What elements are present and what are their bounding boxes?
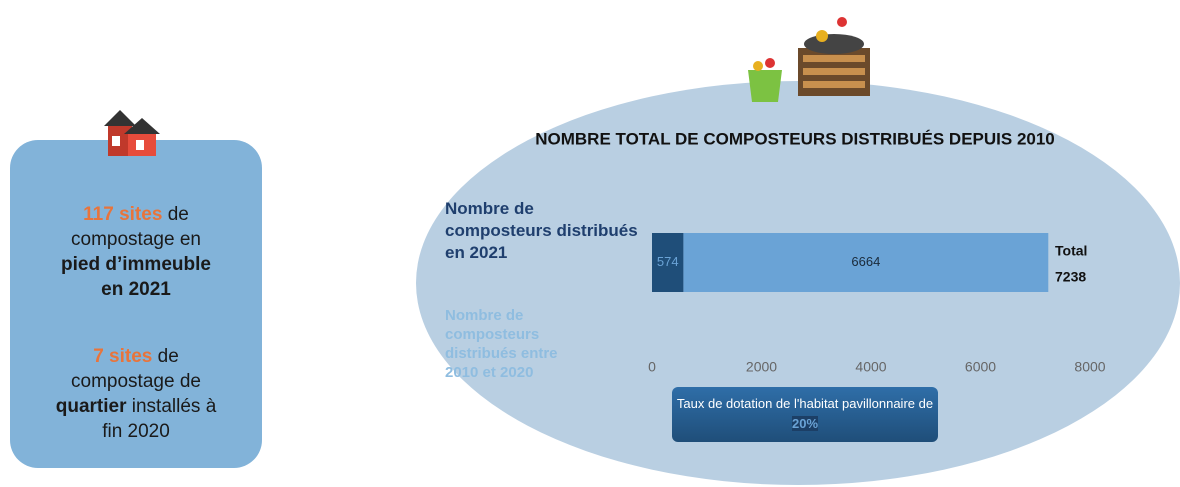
note-highlight: 20% <box>791 416 819 431</box>
legend-entry: Nombre de composteurs distribués en 2021 <box>445 199 638 262</box>
x-tick-label: 4000 <box>855 359 886 375</box>
x-tick-label: 6000 <box>965 359 996 375</box>
bold: pied d’immeuble en 2021 <box>61 254 211 300</box>
text: installés à fin 2020 <box>102 396 217 442</box>
x-tick-label: 8000 <box>1074 359 1105 375</box>
text: de compostage en <box>71 204 201 250</box>
note: Taux de dotation de l'habitat pavillonna… <box>672 387 938 442</box>
value-label: 574 <box>657 254 679 269</box>
x-tick-label: 2000 <box>746 359 777 375</box>
info-text-2: 7 sites de compostage de quartier instal… <box>50 344 222 444</box>
highlight: 7 sites <box>93 346 153 367</box>
compost-icon <box>748 17 870 102</box>
legend-entry: Nombre de composteurs distribués entre 2… <box>445 307 558 381</box>
chart-title: NOMBRE TOTAL DE COMPOSTEURS DISTRIBUÉS D… <box>535 129 1055 148</box>
bar <box>683 233 1049 292</box>
houses-icon <box>104 110 160 156</box>
x-tick-label: 0 <box>648 359 656 375</box>
total-label: Total <box>1055 243 1087 259</box>
total-value: 7238 <box>1055 269 1086 285</box>
highlight: 117 sites <box>83 204 163 225</box>
bar <box>652 233 684 292</box>
text: de compostage de <box>71 346 201 392</box>
bold: quartier <box>55 396 127 417</box>
value-label: 6664 <box>851 254 880 269</box>
info-box: 117 sites de compostage en pied d’immeub… <box>10 110 262 468</box>
note-text: Taux de dotation de l'habitat pavillonna… <box>676 396 934 411</box>
info-text-1: 117 sites de compostage en pied d’immeub… <box>50 202 222 302</box>
